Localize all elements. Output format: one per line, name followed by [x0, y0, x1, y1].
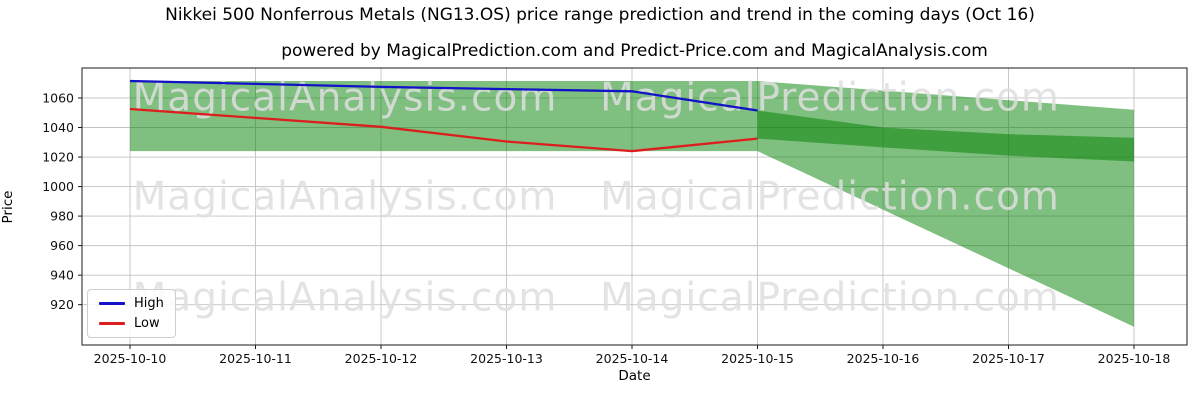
chart-subtitle: powered by MagicalPrediction.com and Pre… — [281, 41, 988, 61]
legend-line-swatch — [99, 322, 125, 325]
series-line-high — [129, 79, 758, 112]
x-tick-label: 2025-10-14 — [596, 351, 669, 366]
y-tick-label: 1060 — [42, 90, 74, 105]
y-tick-label: 960 — [50, 238, 74, 253]
x-tick-label: 2025-10-17 — [972, 351, 1045, 366]
y-tick-label: 1040 — [42, 120, 74, 135]
y-tick-label: 920 — [50, 297, 74, 312]
legend-item: Low — [99, 317, 164, 330]
x-tick-label: 2025-10-11 — [219, 351, 292, 366]
x-tick-label: 2025-10-13 — [470, 351, 543, 366]
y-tick-label: 1000 — [42, 179, 74, 194]
x-axis-label: Date — [618, 368, 651, 384]
x-tick-label: 2025-10-16 — [847, 351, 920, 366]
y-axis-label: Price — [0, 190, 16, 224]
legend-item: High — [99, 297, 164, 310]
legend-label: High — [134, 296, 164, 311]
x-tick-label: 2025-10-18 — [1098, 351, 1171, 366]
legend: High Low — [87, 289, 176, 338]
x-tick-label: 2025-10-10 — [94, 351, 167, 366]
legend-line-swatch — [99, 302, 125, 305]
x-tick-label: 2025-10-12 — [345, 351, 418, 366]
series-line-low — [129, 107, 758, 153]
y-tick-label: 1020 — [42, 150, 74, 165]
x-tick-label: 2025-10-15 — [721, 351, 794, 366]
chart-title: Nikkei 500 Nonferrous Metals (NG13.OS) p… — [165, 5, 1035, 25]
y-tick-label: 980 — [50, 209, 74, 224]
axes-box — [81, 67, 1188, 346]
y-tick-label: 940 — [50, 268, 74, 283]
range-band-inner — [757, 110, 1134, 162]
legend-label: Low — [134, 316, 160, 331]
